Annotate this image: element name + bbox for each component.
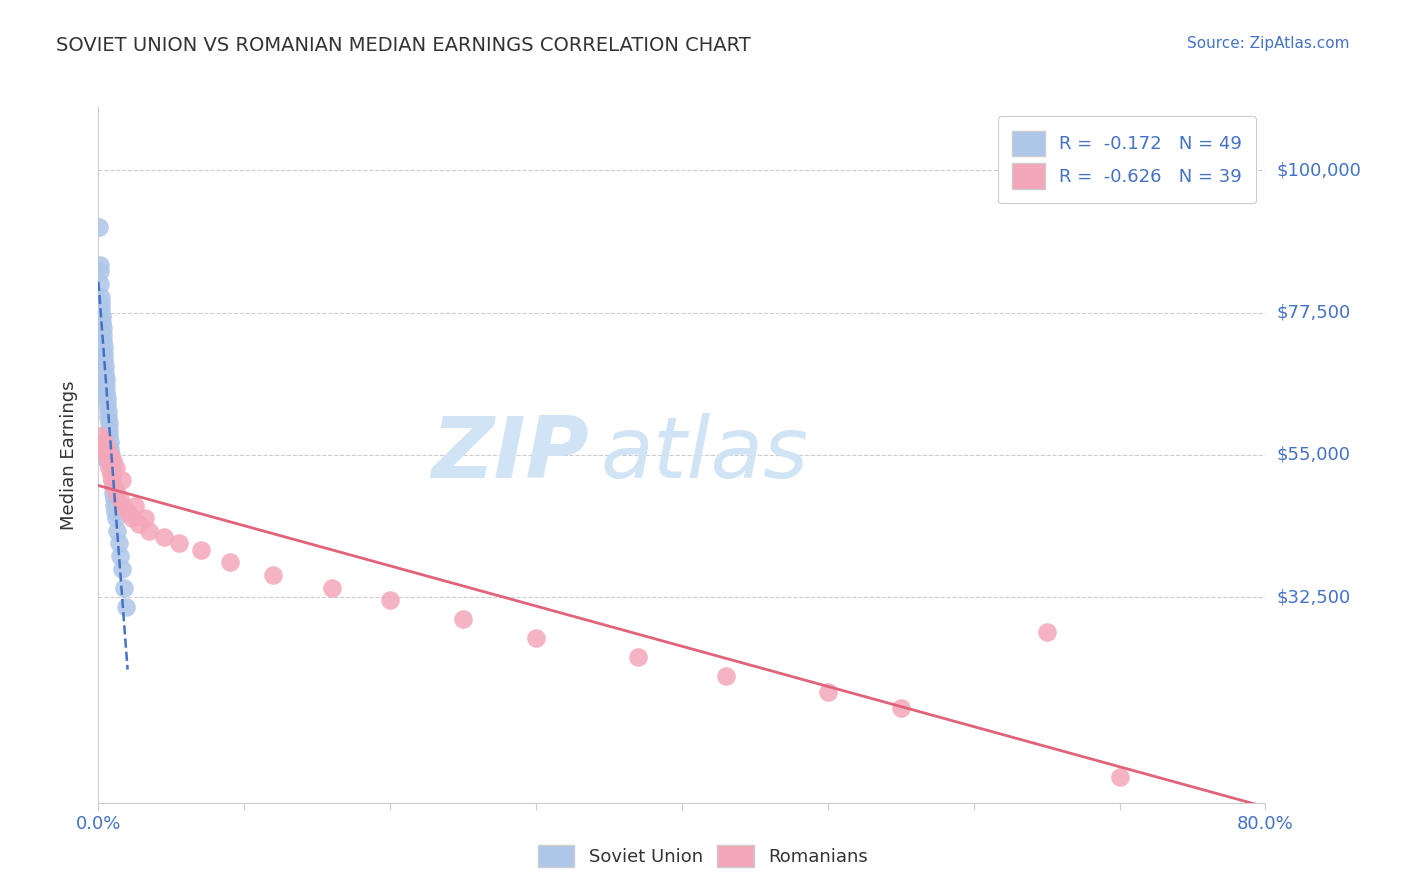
Point <box>111 473 134 487</box>
Point <box>153 530 176 544</box>
Point <box>96 448 118 462</box>
Text: $55,000: $55,000 <box>1277 446 1351 464</box>
Text: SOVIET UNION VS ROMANIAN MEDIAN EARNINGS CORRELATION CHART: SOVIET UNION VS ROMANIAN MEDIAN EARNINGS… <box>56 36 751 54</box>
Point <box>98 460 121 475</box>
Point <box>103 499 125 513</box>
Point <box>98 442 121 456</box>
Text: Source: ZipAtlas.com: Source: ZipAtlas.com <box>1187 36 1350 51</box>
Point <box>98 435 121 450</box>
Point <box>100 460 122 475</box>
Point <box>100 454 122 468</box>
Point <box>93 359 115 374</box>
Point <box>91 321 114 335</box>
Point <box>94 372 117 386</box>
Point <box>94 378 117 392</box>
Point <box>90 309 112 323</box>
Point <box>451 612 474 626</box>
Point <box>105 524 128 538</box>
Point <box>94 442 117 456</box>
Point <box>90 296 112 310</box>
Point <box>93 353 115 368</box>
Point <box>94 372 117 386</box>
Point <box>128 517 150 532</box>
Point <box>93 340 115 354</box>
Legend: R =  -0.172   N = 49, R =  -0.626   N = 39: R = -0.172 N = 49, R = -0.626 N = 39 <box>998 116 1257 203</box>
Point <box>104 460 127 475</box>
Point <box>1108 771 1130 785</box>
Point <box>103 479 125 493</box>
Point <box>98 448 121 462</box>
Point <box>96 391 118 405</box>
Point <box>100 467 122 481</box>
Point <box>93 347 115 361</box>
Point <box>112 499 135 513</box>
Point <box>134 511 156 525</box>
Point <box>262 568 284 582</box>
Point <box>104 511 127 525</box>
Point <box>890 701 912 715</box>
Point <box>138 524 160 538</box>
Point <box>97 423 120 437</box>
Point <box>96 384 118 399</box>
Legend: Soviet Union, Romanians: Soviet Union, Romanians <box>531 838 875 874</box>
Point <box>89 258 111 272</box>
Point <box>714 669 737 683</box>
Point <box>378 593 402 607</box>
Point <box>96 442 118 456</box>
Point <box>101 473 124 487</box>
Point <box>91 327 114 342</box>
Point <box>96 397 118 411</box>
Point <box>96 454 118 468</box>
Point <box>627 650 650 665</box>
Text: $100,000: $100,000 <box>1277 161 1361 179</box>
Point <box>94 366 117 380</box>
Point <box>117 505 139 519</box>
Point <box>101 454 124 468</box>
Point <box>121 511 143 525</box>
Point <box>101 467 124 481</box>
Point <box>97 409 120 424</box>
Text: ZIP: ZIP <box>430 413 589 497</box>
Point <box>190 542 212 557</box>
Point <box>89 264 111 278</box>
Point <box>89 277 111 292</box>
Point <box>93 435 115 450</box>
Point <box>97 454 120 468</box>
Text: atlas: atlas <box>600 413 808 497</box>
Point <box>167 536 190 550</box>
Point <box>524 632 547 646</box>
Point <box>321 581 343 595</box>
Point <box>105 486 128 500</box>
Point <box>97 417 120 431</box>
Point <box>93 448 115 462</box>
Y-axis label: Median Earnings: Median Earnings <box>59 380 77 530</box>
Point <box>108 536 131 550</box>
Point <box>124 499 146 513</box>
Point <box>104 505 127 519</box>
Point <box>90 302 112 317</box>
Point <box>90 290 112 304</box>
Point <box>110 549 132 563</box>
Point <box>115 599 138 614</box>
Point <box>101 473 124 487</box>
Point <box>1035 625 1057 640</box>
Point <box>93 435 115 450</box>
Point <box>103 492 125 507</box>
Text: $32,500: $32,500 <box>1277 588 1351 607</box>
Point <box>101 479 124 493</box>
Point <box>90 429 112 443</box>
Point <box>91 334 114 348</box>
Point <box>112 581 135 595</box>
Point <box>817 685 839 699</box>
Text: $77,500: $77,500 <box>1277 303 1351 322</box>
Point <box>98 429 121 443</box>
Point <box>101 486 124 500</box>
Point <box>110 492 132 507</box>
Point <box>218 556 240 570</box>
Point <box>97 403 120 417</box>
Point <box>91 315 114 329</box>
Point <box>111 562 134 576</box>
Point <box>100 448 122 462</box>
Point <box>89 220 111 235</box>
